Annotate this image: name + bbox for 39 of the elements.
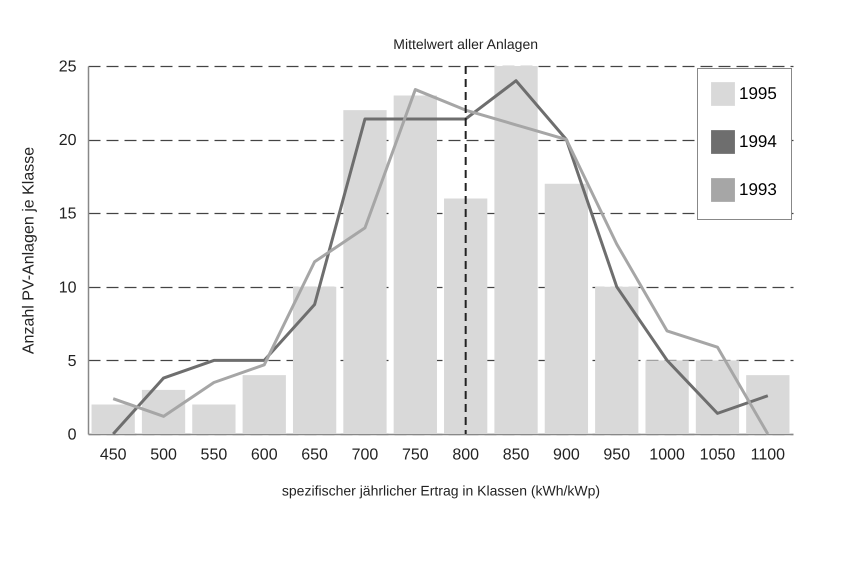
bar [92,404,135,434]
bar [746,375,790,434]
y-tick-label: 20 [58,132,77,150]
bar [494,66,538,434]
x-tick-label: 900 [553,446,580,464]
bar [242,375,286,434]
x-tick-label: 1050 [700,446,736,464]
bar [544,184,588,434]
x-tick-label: 1000 [649,446,686,464]
x-tick-label: 1100 [750,446,786,464]
x-tick-label: 450 [100,446,127,464]
y-axis-title: Anzahl PV-Anlagen je Klasse [20,146,38,354]
bar [595,286,638,434]
bar [645,360,689,434]
y-tick-label: 25 [58,58,77,76]
legend-label: 1993 [739,180,777,199]
legend-label: 1995 [739,84,777,103]
x-axis-title: spezifischer jährlicher Ertrag in Klassen (kWh/kWp) [282,482,600,498]
y-tick-label: 0 [68,426,77,444]
y-tick-label: 10 [58,279,77,296]
x-tick-label: 500 [150,446,177,464]
legend-label: 1994 [739,132,777,151]
x-tick-label: 800 [452,446,480,464]
y-tick-label: 5 [68,352,77,370]
bar [292,286,336,434]
x-tick-label: 850 [502,446,530,464]
x-tick-label: 550 [200,446,228,464]
ref-line-label: Mittelwert aller Anlagen [393,36,538,52]
x-tick-label: 600 [250,446,278,464]
x-tick-label: 650 [301,446,328,464]
y-tick-label: 15 [58,206,77,223]
bar [343,110,387,434]
x-tick-label: 750 [402,446,429,464]
x-tick-label: 950 [603,446,630,464]
bar [394,95,437,434]
bar [444,198,488,434]
bar [696,360,740,434]
bar [192,404,236,434]
x-tick-label: 700 [352,446,378,464]
